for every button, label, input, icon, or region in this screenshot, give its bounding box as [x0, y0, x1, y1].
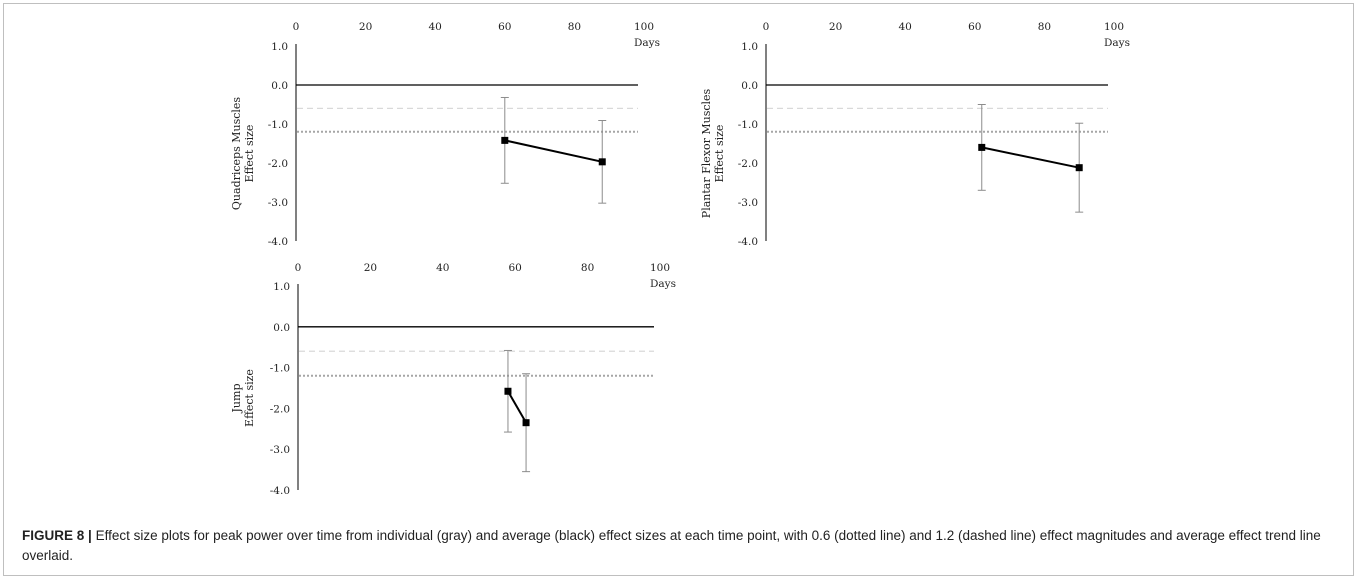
x-tick-label: 40	[436, 262, 449, 274]
y-tick-label: 0.0	[271, 80, 288, 92]
x-tick-label: 0	[293, 21, 300, 33]
x-tick-label: 40	[429, 21, 442, 33]
average-trend-line	[504, 139, 603, 163]
y-tick-label: -2.0	[268, 158, 288, 170]
average-point-marker	[522, 419, 530, 427]
x-tick-label: 20	[359, 21, 372, 33]
y-tick-label: 0.0	[741, 80, 758, 92]
y-tick-label: -4.0	[270, 485, 290, 497]
y-tick-label: -1.0	[268, 119, 288, 131]
y-tick-label: 1.0	[273, 281, 290, 293]
x-tick-label: 20	[829, 21, 842, 33]
x-tick-label: 80	[568, 21, 581, 33]
x-tick-label: 100	[1104, 21, 1124, 33]
y-tick-label: -4.0	[738, 236, 758, 248]
y-tick-label: 1.0	[741, 41, 758, 53]
y-tick-label: -2.0	[738, 158, 758, 170]
y-tick-label: 0.0	[273, 322, 290, 334]
average-point-marker	[978, 143, 986, 151]
figure-frame	[3, 3, 1354, 576]
average-trend-line	[507, 390, 527, 424]
average-point-marker	[598, 158, 606, 166]
figure-label: FIGURE 8 |	[22, 528, 92, 543]
y-tick-label: -3.0	[738, 197, 758, 209]
average-point-marker	[501, 136, 509, 144]
x-tick-label: 0	[763, 21, 770, 33]
x-tick-label: 40	[899, 21, 912, 33]
x-axis-title: Days	[634, 37, 660, 49]
x-tick-label: 60	[498, 21, 511, 33]
y-axis-label: Effect size	[713, 125, 726, 183]
average-trend-line	[981, 146, 1080, 169]
y-tick-label: -4.0	[268, 236, 288, 248]
x-tick-label: 60	[509, 262, 522, 274]
x-tick-label: 100	[634, 21, 654, 33]
y-tick-label: -2.0	[270, 403, 290, 415]
y-tick-label: -1.0	[738, 119, 758, 131]
x-tick-label: 0	[295, 262, 302, 274]
y-axis-label: Quadriceps Muscles	[230, 97, 243, 211]
y-tick-label: -1.0	[270, 363, 290, 375]
y-tick-label: -3.0	[268, 197, 288, 209]
y-tick-label: 1.0	[271, 41, 288, 53]
y-tick-label: -3.0	[270, 444, 290, 456]
average-point-marker	[504, 387, 512, 395]
y-axis-label: Effect size	[243, 125, 256, 183]
x-tick-label: 20	[364, 262, 377, 274]
chart-panel-2: 0 20 40 60 80 100 Days 1.0 0.0 -1.0 -2.0 -3.0 -4.0 Pl…	[700, 21, 1130, 248]
x-tick-label: 80	[581, 262, 594, 274]
x-tick-label: 80	[1038, 21, 1051, 33]
y-axis-label: Plantar Flexor Muscles	[700, 88, 713, 218]
average-point-marker	[1075, 164, 1083, 172]
x-axis-title: Days	[1104, 37, 1130, 49]
chart-panel-1: 0 20 40 60 80 100 Days 1.0 0.0 -1.0 -2.0 -3.0 -4.0 Qu…	[230, 21, 660, 248]
x-axis-title: Days	[650, 278, 676, 290]
x-tick-label: 100	[650, 262, 670, 274]
y-axis-label: Effect size	[243, 369, 256, 427]
figure-caption: FIGURE 8 | Effect size plots for peak po…	[22, 526, 1342, 566]
y-axis-label: Jump	[230, 384, 243, 414]
chart-panel-3: 0 20 40 60 80 100 Days 1.0 0.0 -1.0 -2.0 -3.0 -4.0 Ju…	[230, 262, 676, 497]
caption-text: Effect size plots for peak power over ti…	[22, 528, 1321, 563]
x-tick-label: 60	[968, 21, 981, 33]
